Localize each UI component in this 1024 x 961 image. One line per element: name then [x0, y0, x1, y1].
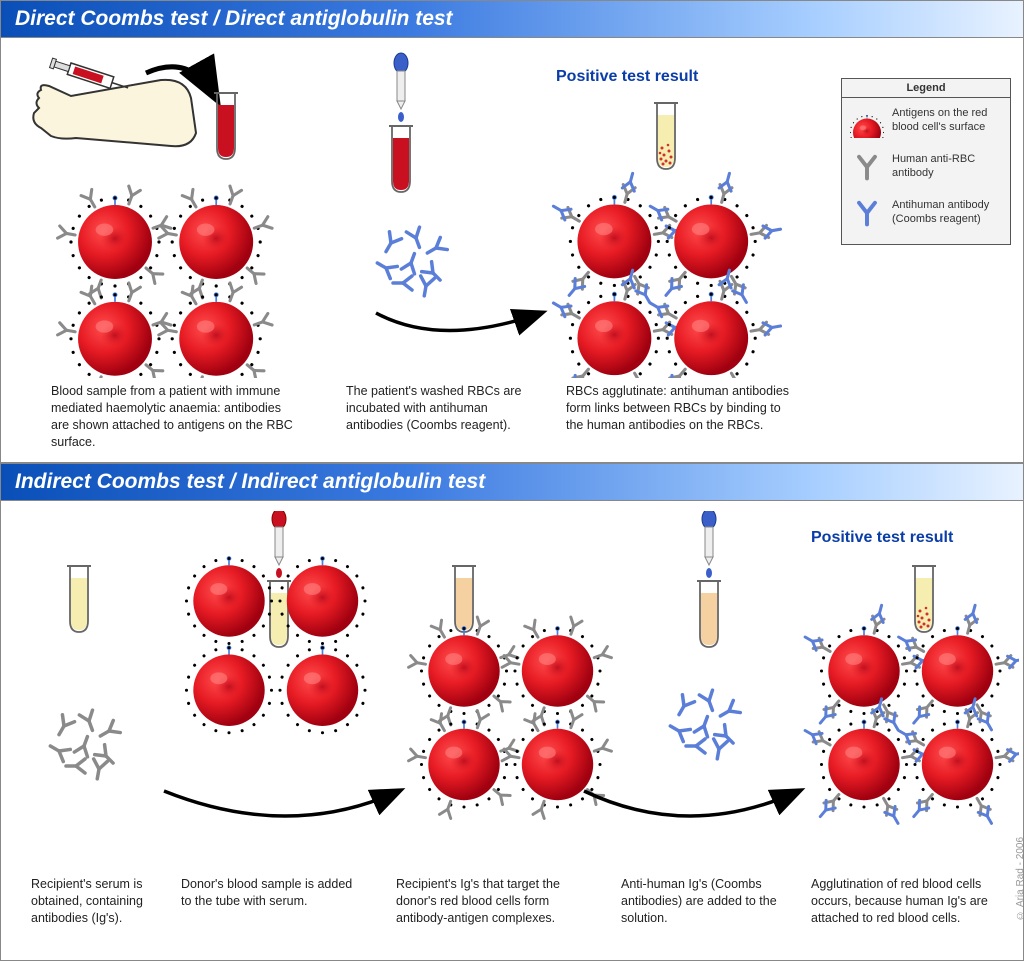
indirect-caption-1: Donor's blood sample is added to the tub… [181, 876, 361, 910]
direct-step3-cells [550, 172, 781, 378]
indirect-caption-0: Recipient's serum is obtained, containin… [31, 876, 166, 927]
indirect-header: Indirect Coombs test / Indirect antiglob… [0, 463, 1024, 501]
orange-tube-2-icon [697, 581, 721, 647]
indirect-caption-2: Recipient's Ig's that target the donor's… [396, 876, 591, 927]
orange-tube-icon [452, 566, 476, 632]
legend-row-gray-ab: Human anti-RBC antibody [842, 144, 1010, 190]
indirect-section: Positive test result [0, 501, 1024, 961]
direct-caption-1: The patient's washed RBCs are incubated … [346, 383, 541, 434]
legend-row-blue-ab: Antihuman antibody (Coombs reagent) [842, 190, 1010, 236]
legend-label-2: Antihuman antibody (Coombs reagent) [892, 199, 1002, 227]
dropper-blue-icon [394, 53, 408, 122]
direct-header: Direct Coombs test / Direct antiglobulin… [0, 0, 1024, 38]
legend-box: Legend Antigens on the red blood cell's … [841, 78, 1011, 245]
gray-antibody-icon [850, 150, 884, 184]
agglut-tube-2-icon [912, 566, 936, 632]
arrow-icon [584, 791, 799, 816]
dropper-blue-2-icon [702, 511, 716, 578]
direct-caption-0: Blood sample from a patient with immune … [51, 383, 301, 451]
arrow-icon [376, 313, 541, 331]
indirect-caption-3: Anti-human Ig's (Coombs antibodies) are … [621, 876, 781, 927]
indirect-diagram [9, 511, 1019, 871]
indirect-caption-4: Agglutination of red blood cells occurs,… [811, 876, 1001, 927]
dropper-red-icon [272, 511, 286, 578]
direct-diagram [11, 48, 841, 378]
serum-tube-icon [67, 566, 91, 632]
gray-cluster-icon [47, 710, 120, 780]
blood-tube-2-icon [389, 126, 413, 192]
direct-caption-2: RBCs agglutinate: antihuman antibodies f… [566, 383, 796, 434]
legend-label-1: Human anti-RBC antibody [892, 153, 1002, 181]
blue-antibody-icon [850, 196, 884, 230]
direct-step1-cells [58, 186, 272, 378]
arrow-icon [164, 791, 399, 816]
legend-label-0: Antigens on the red blood cell's surface [892, 107, 1002, 135]
legend-row-antigen: Antigens on the red blood cell's surface [842, 98, 1010, 144]
agglut-tube-icon [654, 103, 678, 169]
direct-section: Legend Antigens on the red blood cell's … [0, 38, 1024, 463]
rbc-antigen-icon [850, 104, 884, 138]
blood-tube-icon [214, 93, 238, 159]
arm-icon [33, 57, 216, 146]
copyright-text: © Aria Rad - 2006 [1015, 837, 1024, 920]
legend-title: Legend [842, 79, 1010, 98]
